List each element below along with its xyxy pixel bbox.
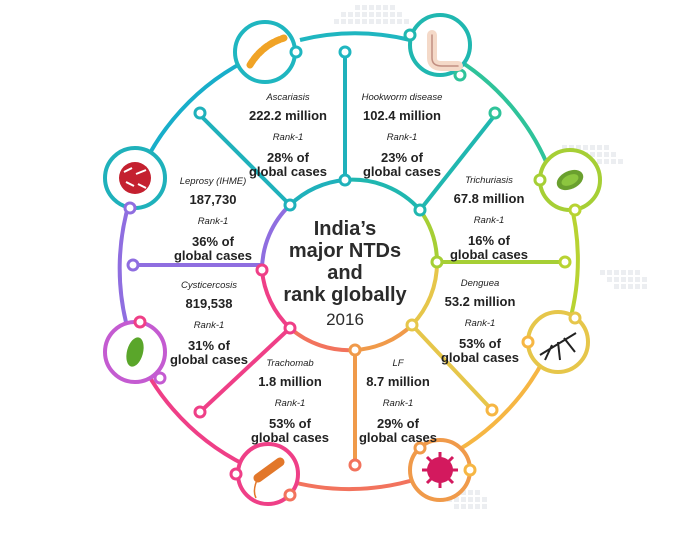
rank-label: Rank-1 — [473, 215, 505, 226]
global-share: 31% of — [188, 338, 230, 353]
disease-name: Cysticercosis — [181, 280, 237, 291]
rank-label: Rank-1 — [197, 216, 229, 227]
leprosy-bacteria-icon — [103, 146, 167, 215]
cyst-icon — [103, 315, 167, 385]
global-share-tail: global cases — [248, 164, 328, 179]
global-share-tail: global cases — [440, 350, 520, 365]
rank-label: Rank-1 — [386, 132, 418, 143]
trichuriasis-block: Trichuriasis 67.8 million Rank-1 16% of … — [424, 175, 554, 262]
title-line-1: India’s — [313, 218, 377, 240]
dengue-block: Denguea 53.2 million Rank-1 53% of globa… — [415, 278, 545, 365]
case-count: 102.4 million — [362, 108, 442, 123]
global-share-tail: global cases — [250, 430, 330, 445]
case-count: 187,730 — [189, 192, 237, 207]
whipworm-icon — [533, 148, 602, 217]
case-count: 819,538 — [185, 296, 233, 311]
trachoma-block: Trachomab 1.8 million Rank-1 53% of glob… — [225, 358, 355, 445]
disease-name: LF — [392, 358, 404, 369]
case-count: 1.8 million — [258, 374, 322, 389]
hookworm-block: Hookworm disease 102.4 million Rank-1 23… — [337, 92, 467, 179]
disease-name: Ascariasis — [266, 92, 310, 103]
rank-label: Rank-1 — [382, 398, 414, 409]
title-line-2: major NTDs — [288, 240, 402, 262]
title-year: 2016 — [326, 310, 364, 329]
disease-name: Trachomab — [266, 358, 314, 369]
leprosy-block: Leprosy (IHME) 187,730 Rank-1 36% of glo… — [148, 176, 278, 263]
global-share: 23% of — [381, 150, 423, 165]
rank-label: Rank-1 — [193, 320, 225, 331]
roundworm-icon — [233, 20, 303, 84]
global-share: 36% of — [192, 234, 234, 249]
global-share-tail: global cases — [449, 247, 529, 262]
disease-name: Trichuriasis — [465, 175, 513, 186]
virus-icon — [408, 438, 477, 502]
disease-name: Denguea — [460, 278, 500, 289]
case-count: 53.2 million — [444, 294, 516, 309]
disease-name: Leprosy (IHME) — [179, 176, 247, 187]
global-share: 53% of — [459, 336, 501, 351]
global-share: 29% of — [377, 416, 419, 431]
title-line-4: rank globally — [283, 284, 407, 306]
lf-block: LF 8.7 million Rank-1 29% of global case… — [333, 358, 463, 445]
global-share-tail: global cases — [358, 430, 438, 445]
global-share: 16% of — [468, 233, 510, 248]
global-share: 53% of — [269, 416, 311, 431]
connector-dots — [126, 45, 572, 472]
spokes — [133, 52, 565, 465]
ascariasis-block: Ascariasis 222.2 million Rank-1 28% of g… — [223, 92, 353, 179]
case-count: 67.8 million — [453, 191, 525, 206]
case-count: 222.2 million — [248, 108, 328, 123]
global-share: 28% of — [267, 150, 309, 165]
global-share-tail: global cases — [173, 248, 253, 263]
bacterium-icon — [229, 442, 300, 506]
diagram-title: India’s major NTDs and rank globally 201… — [270, 218, 420, 331]
rank-label: Rank-1 — [464, 318, 496, 329]
rank-label: Rank-1 — [272, 132, 304, 143]
mosquito-icon — [521, 310, 590, 374]
hookworm-icon — [403, 13, 472, 82]
cysticercosis-block: Cysticercosis 819,538 Rank-1 31% of glob… — [144, 280, 274, 367]
global-share-tail: global cases — [169, 352, 249, 367]
case-count: 8.7 million — [366, 374, 430, 389]
title-line-3: and — [327, 262, 363, 284]
disease-name: Hookworm disease — [361, 92, 443, 103]
global-share-tail: global cases — [362, 164, 442, 179]
rank-label: Rank-1 — [274, 398, 306, 409]
